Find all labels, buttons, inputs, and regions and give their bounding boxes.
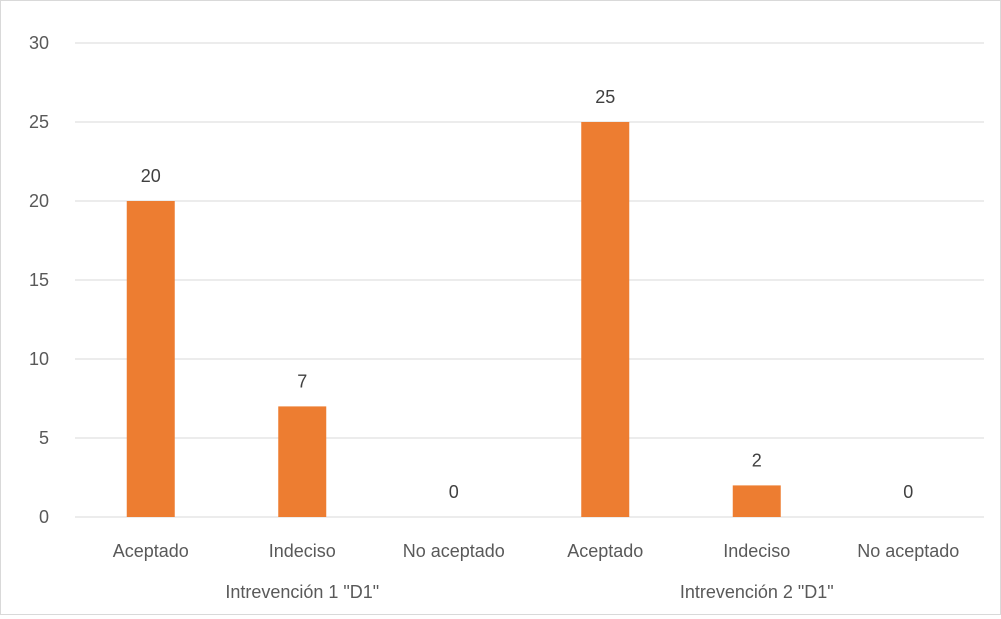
category-label: Indeciso	[723, 541, 790, 561]
x-axis-groups: Intrevención 1 "D1" Intrevención 2 "D1"	[225, 582, 833, 602]
category-label: Aceptado	[113, 541, 189, 561]
data-label: 20	[141, 166, 161, 186]
category-label: No aceptado	[857, 541, 959, 561]
data-label: 0	[903, 482, 913, 502]
category-label: Indeciso	[269, 541, 336, 561]
data-label: 2	[752, 450, 762, 470]
y-tick-label: 10	[29, 349, 49, 369]
data-label: 0	[449, 482, 459, 502]
category-label: Aceptado	[567, 541, 643, 561]
gridlines	[75, 42, 984, 518]
y-tick-label: 20	[29, 191, 49, 211]
y-tick-label: 25	[29, 112, 49, 132]
group-label: Intrevención 2 "D1"	[680, 582, 834, 602]
data-label: 7	[297, 371, 307, 391]
y-tick-label: 0	[39, 507, 49, 527]
data-label: 25	[595, 87, 615, 107]
bar	[278, 406, 327, 517]
category-label: No aceptado	[403, 541, 505, 561]
bars	[126, 122, 781, 517]
y-tick-label: 5	[39, 428, 49, 448]
bar	[126, 201, 175, 517]
group-label: Intrevención 1 "D1"	[225, 582, 379, 602]
y-tick-label: 30	[29, 33, 49, 53]
x-axis-categories: Aceptado Indeciso No aceptado Aceptado Indec…	[113, 541, 960, 561]
y-tick-label: 15	[29, 270, 49, 290]
bar	[732, 485, 781, 517]
bar	[581, 122, 630, 517]
y-axis-ticks: 0 5 10 15 20 25 30	[29, 33, 49, 527]
